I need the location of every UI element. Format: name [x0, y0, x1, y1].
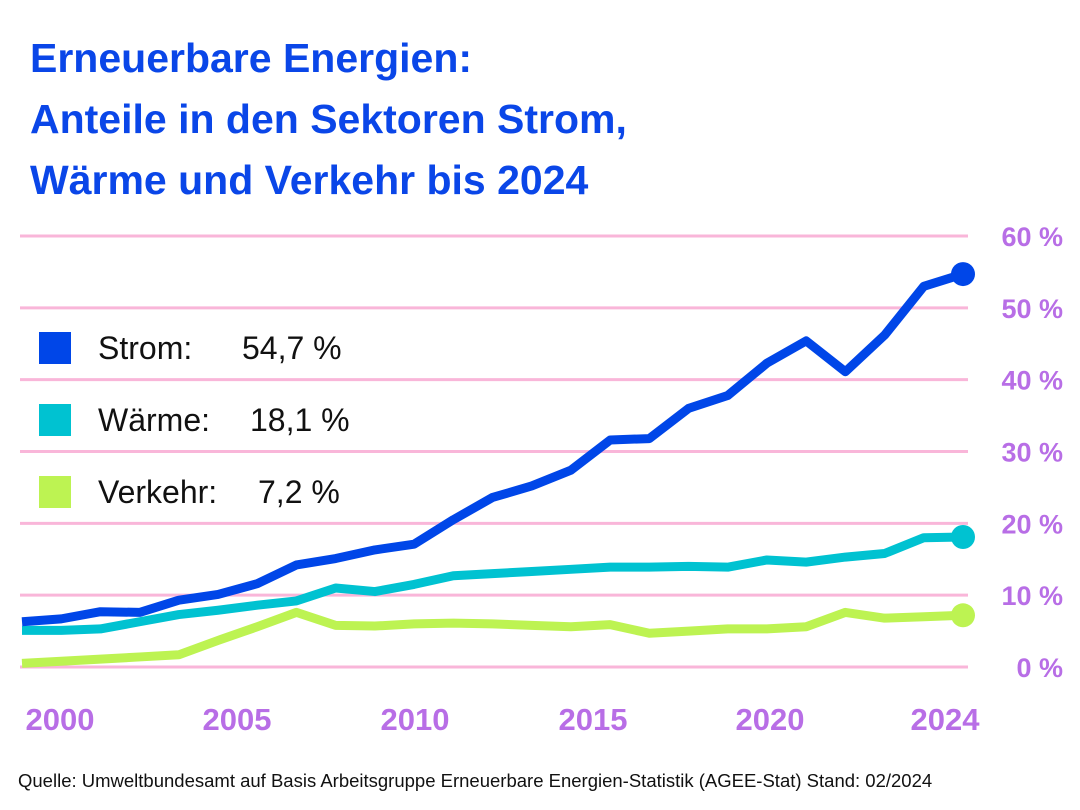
legend-label-waerme: Wärme:: [98, 401, 210, 438]
y-tick-label: 30 %: [1001, 438, 1063, 468]
y-tick-label: 0 %: [1016, 653, 1063, 683]
legend-swatch-strom: [39, 332, 71, 364]
title-line-1: Erneuerbare Energien:: [30, 35, 473, 81]
x-tick-label: 2000: [26, 702, 95, 737]
series-line-verkehr: [21, 607, 964, 668]
title-line-3: Wärme und Verkehr bis 2024: [30, 157, 589, 203]
y-tick-label: 40 %: [1001, 366, 1063, 396]
legend-label-strom: Strom:: [98, 329, 193, 366]
legend-swatch-waerme: [39, 404, 71, 436]
x-tick-label: 2015: [559, 702, 628, 737]
y-tick-label: 60 %: [1001, 222, 1063, 252]
x-tick-label: 2010: [381, 702, 450, 737]
y-axis-labels: 0 % 10 % 20 % 30 % 40 % 50 % 60 %: [1001, 222, 1063, 683]
gridlines: [20, 234, 968, 669]
legend-value-waerme: 18,1 %: [250, 401, 350, 438]
legend-value-strom: 54,7 %: [242, 329, 342, 366]
y-tick-label: 20 %: [1001, 509, 1063, 539]
x-tick-label: 2024: [911, 702, 981, 737]
legend-swatch-verkehr: [39, 476, 71, 508]
source-note: Quelle: Umweltbundesamt auf Basis Arbeit…: [18, 770, 933, 791]
series-line-strom: [21, 269, 965, 627]
series-lines: [21, 262, 975, 668]
x-tick-label: 2020: [736, 702, 805, 737]
legend-label-verkehr: Verkehr:: [98, 473, 218, 510]
legend-item-waerme: Wärme: 18,1 %: [30, 395, 370, 445]
y-tick-label: 10 %: [1001, 581, 1063, 611]
end-marker-strom: [951, 262, 975, 287]
x-tick-label: 2005: [203, 702, 272, 737]
title-line-2: Anteile in den Sektoren Strom,: [30, 96, 627, 142]
legend-item-strom: Strom: 54,7 %: [30, 323, 370, 373]
legend-item-verkehr: Verkehr: 7,2 %: [30, 467, 370, 517]
end-marker-verkehr: [951, 603, 975, 628]
end-marker-waerme: [951, 524, 975, 549]
legend-value-verkehr: 7,2 %: [258, 473, 340, 510]
series-line-waerme: [22, 532, 964, 635]
chart-title: Erneuerbare Energien: Anteile in den Sek…: [30, 28, 627, 211]
x-axis-labels: 2000 2005 2010 2015 2020 2024: [26, 702, 981, 737]
y-tick-label: 50 %: [1001, 294, 1063, 324]
